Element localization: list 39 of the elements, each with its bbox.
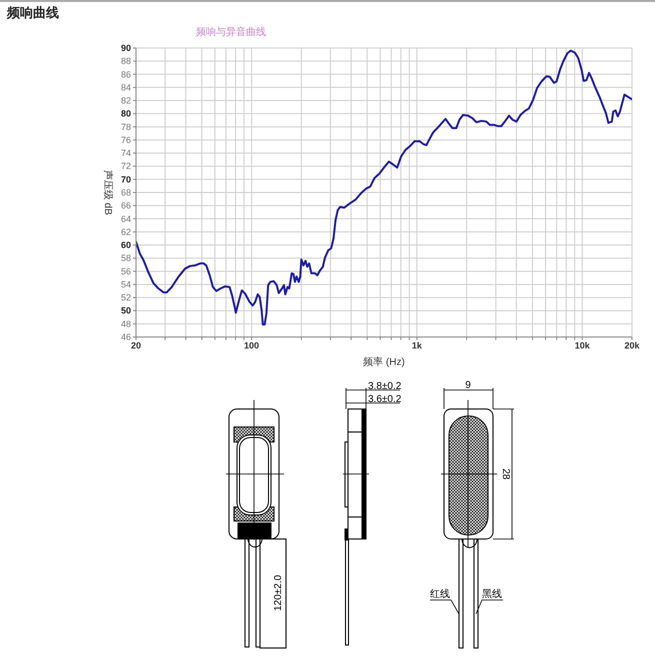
y-tick-label: 80 [120, 108, 131, 119]
y-tick-label: 82 [120, 96, 131, 106]
y-tick-label: 52 [120, 292, 131, 303]
x-tick-label: 1k [412, 340, 423, 350]
x-axis-title: 频率 (Hz) [363, 356, 405, 368]
y-tick-label: 84 [120, 82, 131, 92]
y-tick-label: 54 [120, 279, 131, 290]
chart-subtitle: 频响与异音曲线 [196, 26, 266, 39]
text: 120±2.0 [273, 574, 284, 612]
text: 黑线 [482, 588, 502, 600]
y-tick-label: 66 [120, 200, 131, 211]
x-tick-label: 20 [130, 340, 142, 350]
text: 红线 [430, 588, 450, 600]
y-tick-label: 56 [120, 266, 131, 276]
chart-title: 频响曲线 [7, 5, 59, 21]
y-tick-label: 90 [120, 43, 131, 53]
y-tick-label: 62 [120, 226, 131, 237]
x-tick-label: 100 [244, 340, 260, 350]
y-tick-label: 50 [120, 306, 131, 316]
y-tick-label: 78 [120, 122, 131, 132]
y-tick-label: 46 [120, 332, 131, 342]
y-tick-label: 86 [120, 69, 131, 80]
y-tick-label: 88 [120, 56, 131, 66]
y-tick-label: 60 [120, 240, 131, 250]
y-tick-label: 72 [120, 161, 131, 172]
text: 3.8±0.2 [368, 381, 402, 392]
x-tick-label: 20k [624, 340, 640, 350]
text: 3.6±0.2 [368, 394, 402, 405]
y-tick-label: 58 [120, 253, 131, 264]
y-tick-label: 70 [120, 174, 131, 184]
y-tick-label: 48 [120, 318, 131, 329]
text: 9 [465, 380, 472, 391]
y-tick-label: 74 [120, 148, 131, 158]
y-tick-label: 68 [120, 188, 131, 198]
y-tick-label: 64 [120, 214, 131, 224]
text: 28 [500, 468, 511, 480]
y-axis-title: 声压级 dB [102, 170, 114, 216]
x-tick-label: 10k [574, 340, 591, 350]
y-tick-label: 76 [120, 134, 131, 145]
